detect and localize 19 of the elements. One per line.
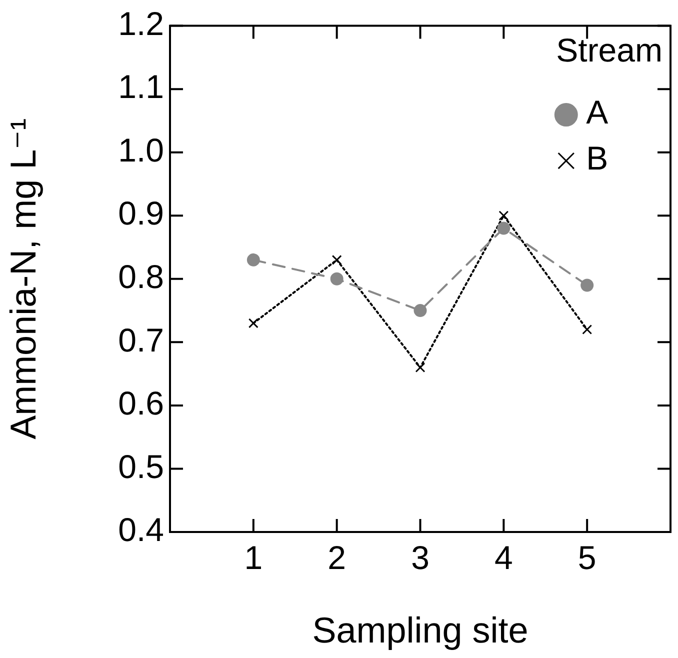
y-tick-label: 0.4 <box>118 511 164 548</box>
y-tick-label: 0.7 <box>118 321 164 358</box>
y-tick-label: 0.9 <box>118 194 164 232</box>
legend-label: A <box>586 93 608 130</box>
y-tick-label: 0.5 <box>118 448 164 485</box>
y-tick-label: 1.2 <box>118 4 164 42</box>
x-tick-label: 4 <box>494 538 513 576</box>
y-axis-title: Ammonia-N, mg L⁻¹ <box>2 118 44 440</box>
legend-title: Stream <box>556 31 663 68</box>
legend-label: B <box>586 139 608 176</box>
y-tick-label: 0.8 <box>118 258 164 295</box>
x-axis-title: Sampling site <box>312 609 528 650</box>
y-tick-label: 1.0 <box>118 131 164 168</box>
x-tick-label: 1 <box>244 538 263 576</box>
y-tick-label: 0.6 <box>118 384 164 422</box>
x-tick-label: 2 <box>328 538 346 576</box>
x-tick-label: 5 <box>578 538 596 576</box>
y-tick-label: 1.1 <box>118 68 164 106</box>
x-tick-label: 3 <box>411 538 430 576</box>
